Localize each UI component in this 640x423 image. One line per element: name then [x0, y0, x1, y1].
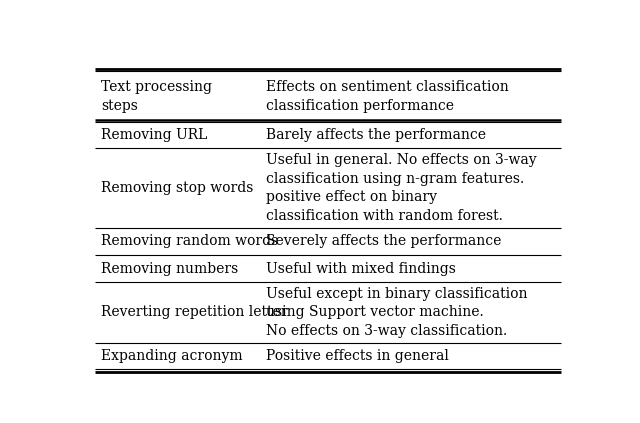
Text: Removing URL: Removing URL: [101, 128, 207, 142]
Text: Text processing
steps: Text processing steps: [101, 80, 212, 113]
Text: Expanding acronym: Expanding acronym: [101, 349, 243, 363]
Text: Removing random words: Removing random words: [101, 234, 278, 248]
Text: Reverting repetition letter: Reverting repetition letter: [101, 305, 287, 319]
Text: Effects on sentiment classification
classification performance: Effects on sentiment classification clas…: [266, 80, 509, 113]
Text: Useful with mixed findings: Useful with mixed findings: [266, 261, 456, 276]
Text: Severely affects the performance: Severely affects the performance: [266, 234, 502, 248]
Text: Useful except in binary classification
using Support vector machine.
No effects : Useful except in binary classification u…: [266, 287, 528, 338]
Text: Barely affects the performance: Barely affects the performance: [266, 128, 486, 142]
Text: Removing numbers: Removing numbers: [101, 261, 238, 276]
Text: Useful in general. No effects on 3-way
classification using n-gram features.
pos: Useful in general. No effects on 3-way c…: [266, 154, 537, 222]
Text: Positive effects in general: Positive effects in general: [266, 349, 449, 363]
Text: Removing stop words: Removing stop words: [101, 181, 253, 195]
